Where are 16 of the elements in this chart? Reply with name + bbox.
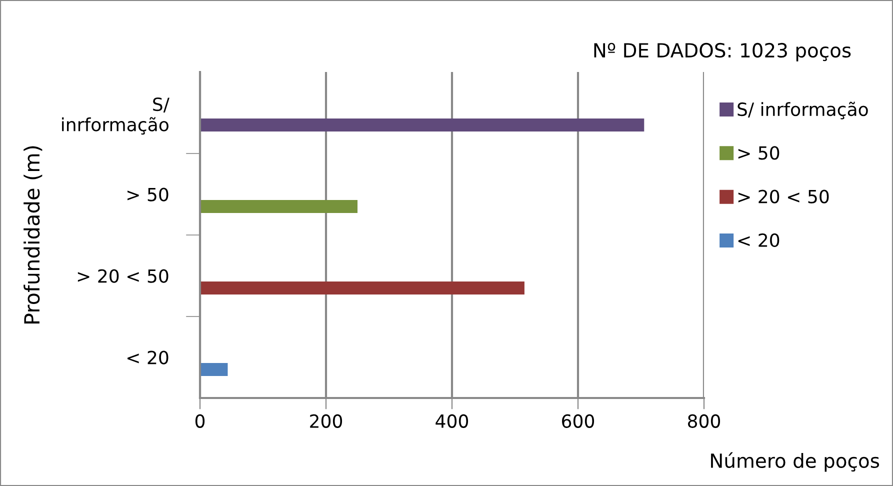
- x-tick-label: 800: [688, 414, 720, 428]
- y-tick-label: < 20: [128, 350, 168, 364]
- x-tick-label: 0: [195, 414, 205, 428]
- x-tick-label: 600: [562, 414, 594, 428]
- y-axis-title: Profundidade (m): [24, 146, 42, 324]
- legend-label: > 20 < 50: [738, 190, 829, 204]
- x-tick-label: 400: [436, 414, 468, 428]
- x-tick-label: 200: [310, 414, 342, 428]
- text: Nº DE DADOS: 1023 poços: [594, 42, 851, 62]
- legend-label: S/ inrformação: [738, 102, 868, 120]
- y-tick-label: > 20 < 50: [78, 269, 168, 283]
- legend-label: < 20: [738, 233, 780, 248]
- x-axis-title: Número de poços: [711, 452, 880, 472]
- legend-label: > 50: [738, 146, 780, 160]
- y-tick-label: > 50: [128, 188, 168, 202]
- y-tick-label: S/ inrformação: [62, 97, 170, 135]
